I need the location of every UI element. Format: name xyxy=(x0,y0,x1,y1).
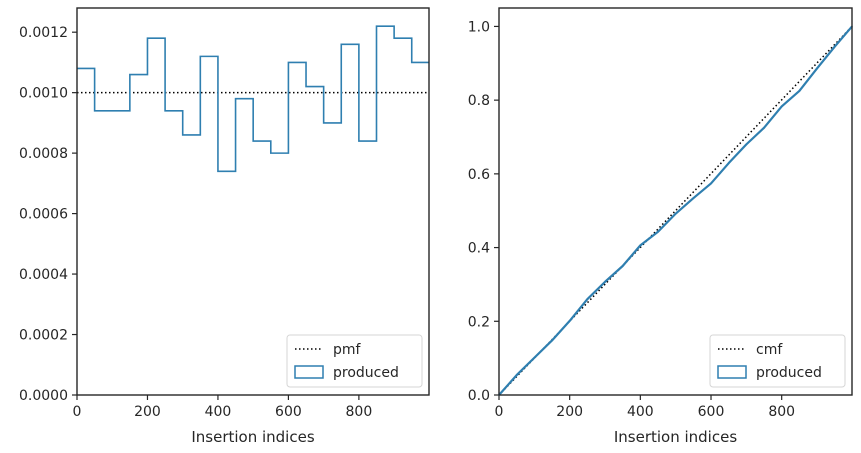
produced-point xyxy=(710,182,712,185)
x-tick-label: 200 xyxy=(556,404,583,420)
y-tick-label: 0.0012 xyxy=(19,25,68,41)
legend-label-produced: produced xyxy=(333,365,399,381)
produced-point xyxy=(586,298,589,300)
produced-step-line xyxy=(77,25,429,173)
produced-point xyxy=(816,67,818,70)
x-tick-label: 0 xyxy=(495,404,504,420)
axes-frame xyxy=(76,7,430,396)
y-tick-label: 0.0008 xyxy=(19,146,68,162)
legend-swatch-produced xyxy=(294,365,324,379)
produced-point xyxy=(657,230,659,233)
produced-point xyxy=(798,90,801,92)
y-tick-label: 0.0 xyxy=(468,388,490,404)
y-tick-label: 0.0006 xyxy=(19,207,68,223)
produced-point xyxy=(833,45,836,48)
produced-point xyxy=(515,374,518,376)
y-tick-label: 0.0000 xyxy=(19,388,68,404)
x-tick-label: 400 xyxy=(627,404,654,420)
left-chart-pmf: 0 200 400 600 800 0.0000 0.0002 0.0004 0.0006 0.0… xyxy=(19,7,430,446)
produced-point xyxy=(692,197,695,199)
produced-point xyxy=(745,143,748,146)
produced-point xyxy=(568,320,571,322)
x-axis-label: Insertion indices xyxy=(614,428,737,446)
legend-swatch-produced xyxy=(717,365,747,379)
produced-series xyxy=(498,25,853,396)
legend-box xyxy=(286,334,423,388)
y-tick-label: 0.2 xyxy=(468,314,490,330)
produced-point xyxy=(727,162,730,164)
y-tick-label: 0.0010 xyxy=(19,86,68,102)
legend-label-cmf: cmf xyxy=(756,342,783,358)
y-tick-label: 1.0 xyxy=(468,19,490,35)
x-tick-label: 600 xyxy=(698,404,725,420)
produced-series xyxy=(77,25,429,173)
produced-point xyxy=(674,212,677,215)
produced-point xyxy=(780,105,783,108)
legend-label-pmf: pmf xyxy=(333,342,362,358)
x-tick-label: 400 xyxy=(205,404,232,420)
y-tick-label: 0.4 xyxy=(468,241,490,257)
produced-point xyxy=(621,265,624,267)
right-chart-cmf: 0 200 400 600 800 0.0 0.2 0.4 0.6 0.8 1.0 Insertion… xyxy=(468,7,853,446)
y-tick-label: 0.6 xyxy=(468,167,490,183)
x-tick-label: 600 xyxy=(275,404,302,420)
x-tick-label: 800 xyxy=(346,404,373,420)
produced-point xyxy=(639,244,642,247)
y-tick-label: 0.8 xyxy=(468,93,490,109)
x-tick-label: 0 xyxy=(73,404,82,420)
axes-frame xyxy=(498,7,853,396)
x-axis-label: Insertion indices xyxy=(191,428,314,446)
produced-point xyxy=(551,339,553,342)
legend-box xyxy=(709,334,846,388)
legend-label-produced: produced xyxy=(756,365,822,381)
produced-point xyxy=(533,356,536,359)
produced-point xyxy=(604,281,606,283)
y-tick-label: 0.0004 xyxy=(19,267,68,283)
y-tick-label: 0.0002 xyxy=(19,328,68,344)
x-tick-label: 800 xyxy=(768,404,795,420)
produced-point xyxy=(763,126,765,129)
x-tick-label: 200 xyxy=(134,404,161,420)
